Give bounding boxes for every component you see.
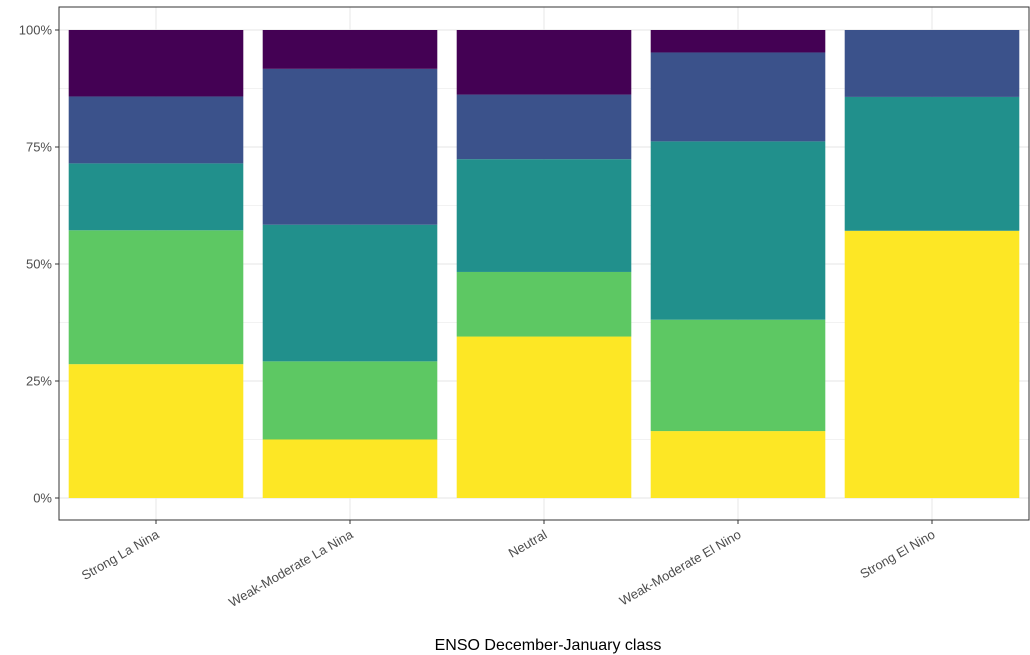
bar-segment <box>68 30 244 97</box>
bar-segment <box>262 361 438 440</box>
bar-segment <box>650 141 826 320</box>
bar-segment <box>456 271 632 337</box>
bar-segment <box>456 30 632 95</box>
bar-segment <box>68 163 244 231</box>
bar-segment <box>456 159 632 272</box>
bar-segment <box>262 68 438 225</box>
bar-segment <box>844 96 1020 231</box>
bar-segment <box>262 30 438 69</box>
bar-segment <box>844 230 1020 498</box>
bar-segment <box>844 30 1020 97</box>
x-tick-label: Strong La Nina <box>79 526 162 583</box>
y-axis: 0% 25% 50% 75% 100% <box>19 23 59 506</box>
bar-segment <box>68 364 244 498</box>
x-tick-label: Weak-Moderate La Nina <box>226 526 356 610</box>
x-tick-label: Neutral <box>506 527 550 561</box>
y-tick-label: 25% <box>26 374 52 389</box>
y-tick-label: 50% <box>26 257 52 272</box>
x-axis-title: ENSO December-January class <box>435 637 662 654</box>
bars <box>68 30 1020 498</box>
x-tick-label: Weak-Moderate El Nino <box>617 527 744 609</box>
bar-segment <box>262 439 438 498</box>
bar-segment <box>650 30 826 53</box>
bar-segment <box>68 96 244 164</box>
bar-segment <box>262 224 438 362</box>
y-tick-label: 100% <box>19 23 53 38</box>
bar-segment <box>68 230 244 365</box>
x-axis: Strong La Nina Weak-Moderate La Nina Neutr… <box>79 520 938 610</box>
bar-segment <box>650 52 826 142</box>
y-tick-label: 0% <box>33 491 52 506</box>
x-tick-label: Strong El Nino <box>857 527 937 582</box>
bar-segment <box>456 336 632 498</box>
bar-segment <box>650 431 826 498</box>
y-tick-label: 75% <box>26 140 52 155</box>
bar-segment <box>456 94 632 160</box>
bar-segment <box>650 319 826 432</box>
